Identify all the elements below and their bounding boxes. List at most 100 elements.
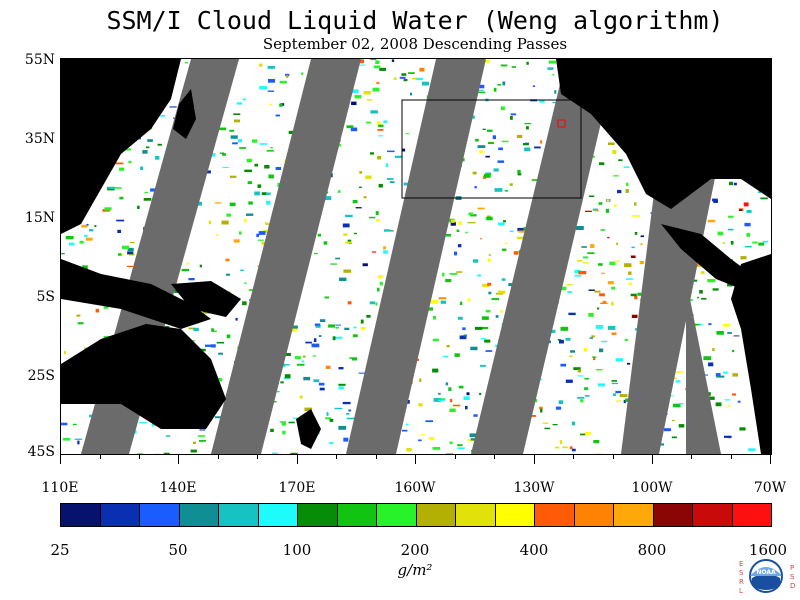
cloud-speck [279,103,283,107]
cloud-speck [218,127,227,131]
lon-tick [652,454,653,464]
cloud-speck [577,375,584,377]
land-japan [173,89,196,139]
cloud-speck [569,355,573,358]
cloud-speck [494,188,503,192]
cloud-speck [268,79,276,83]
noaa-sky [750,567,782,576]
logo-letter-left-2: R [739,578,744,586]
gap-swath-2 [211,59,361,454]
cloud-speck [485,155,490,158]
cloud-speck [64,350,66,355]
cloud-speck [613,175,619,177]
cloud-speck [463,334,467,337]
color-swatch-5 [258,504,298,526]
cloud-speck [355,207,362,209]
cloud-speck [419,67,425,72]
cloud-speck [366,315,371,318]
cloud-speck [318,335,322,337]
cloud-speck [265,222,268,224]
cloud-speck [350,127,358,132]
cloud-speck [728,228,734,231]
cloud-speck [624,263,632,268]
cloud-speck [616,400,622,402]
cloud-speck [613,204,617,207]
cloud-speck [208,220,212,225]
cloud-speck [612,150,617,154]
cloud-speck [267,90,275,92]
cloud-speck [375,211,379,216]
cloud-speck [459,301,463,305]
cloud-speck [268,174,274,179]
cloud-speck [717,231,723,236]
cloud-speck [226,213,232,217]
cloud-speck [531,179,539,181]
map-title: SSM/I Cloud Liquid Water (Weng algorithm… [106,6,724,35]
cloud-speck [724,399,730,401]
cloud-speck [611,382,619,385]
cloud-speck [758,191,761,194]
cloud-speck [678,402,684,405]
land-australia [61,324,226,429]
color-swatch-4 [219,504,259,526]
cloud-speck [737,400,741,403]
cloud-speck [85,224,89,227]
cloud-speck [332,336,336,341]
cloud-speck [510,116,513,120]
cloud-speck [483,59,490,63]
lat-label-2: 15N [24,210,55,226]
cloud-speck [493,168,499,172]
cloud-speck [144,191,149,194]
cloud-speck [571,421,576,426]
cloud-speck [421,81,429,86]
cloud-speck [251,139,258,143]
cloud-speck [715,373,721,377]
cloud-speck [150,188,157,192]
cloud-speck [257,184,262,188]
lon-label-4: 130W [513,480,555,496]
cloud-speck [280,381,284,384]
cloud-speck [671,436,677,439]
cloud-speck [542,422,549,424]
cloud-speck [139,422,147,424]
cloud-speck [540,408,543,413]
cloud-speck [555,446,560,449]
cloud-speck [124,148,131,151]
cloud-speck [496,292,504,295]
cloud-speck [601,340,608,343]
cloud-speck [225,258,230,262]
cloud-speck [565,379,573,383]
cloud-speck [425,420,434,423]
cloud-speck [221,220,229,225]
cloud-speck [114,187,122,189]
cloud-speck [630,255,636,258]
cloud-speck [77,322,84,325]
cloud-speck [410,92,413,96]
cloud-speck [218,377,223,382]
cloud-speck [238,139,242,143]
cloud-speck [163,452,170,454]
cloud-speck [568,312,576,316]
cloud-speck [474,186,477,189]
cloud-speck [415,77,424,81]
cloud-speck [632,215,640,217]
lat-label-1: 35N [24,131,55,147]
lon-minor-tick [336,454,337,459]
cloud-speck [538,406,543,410]
cloud-speck [612,393,616,396]
lon-tick [770,454,771,464]
cloud-speck [479,84,485,89]
color-swatch-15 [653,504,693,526]
cloud-speck [140,166,143,171]
cloud-speck [389,181,395,183]
cloud-speck [416,358,419,361]
cloud-speck [383,246,386,250]
cloud-speck [362,263,368,267]
cloud-speck [343,437,349,442]
cloud-speck [480,238,483,240]
cloud-speck [232,142,238,145]
cloud-speck [599,162,605,166]
cloud-speck [618,159,623,162]
cloud-speck [85,237,93,241]
cloud-speck [225,273,230,276]
